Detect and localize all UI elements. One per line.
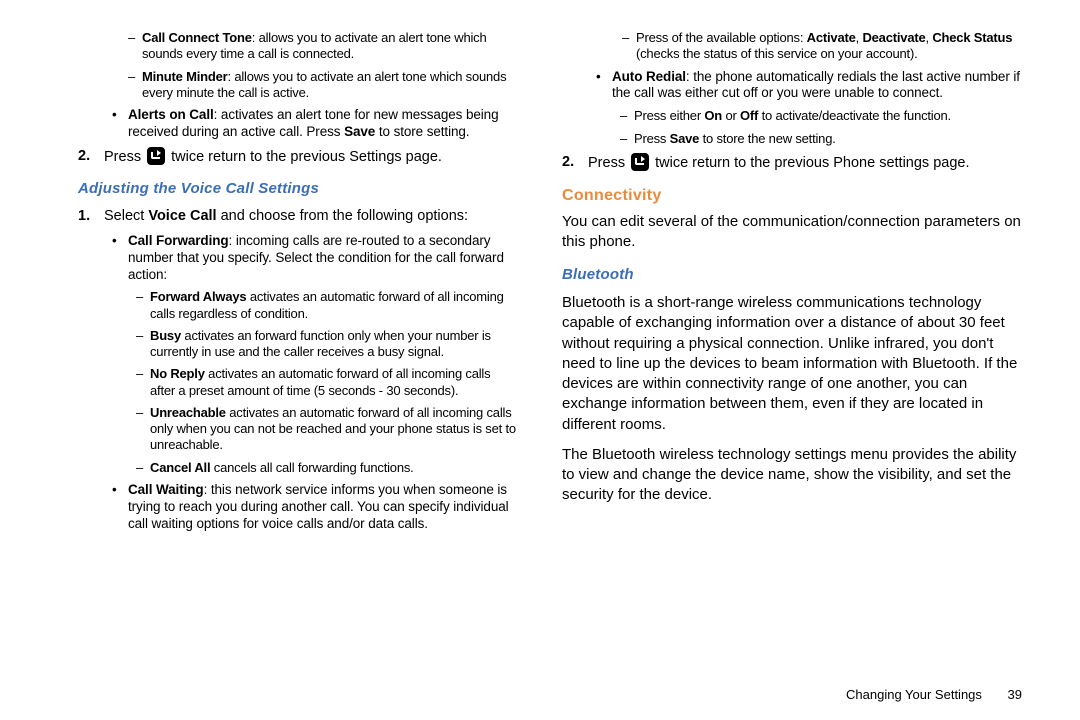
list-item: Alerts on Call: activates an alert tone … <box>112 107 518 141</box>
list-item: Busy activates an forward function only … <box>136 328 518 361</box>
list-item: Call Connect Tone: allows you to activat… <box>128 30 518 63</box>
page-footer: Changing Your Settings 39 <box>846 687 1022 702</box>
list-item: Call Waiting: this network service infor… <box>112 482 518 533</box>
tone-settings-list: Call Connect Tone: allows you to activat… <box>128 30 518 101</box>
call-forwarding-options: Forward Always activates an automatic fo… <box>136 289 518 476</box>
list-item: Forward Always activates an automatic fo… <box>136 289 518 322</box>
list-item: Press either On or Off to activate/deact… <box>620 108 1022 124</box>
heading-bluetooth: Bluetooth <box>562 266 1022 285</box>
back-key-icon <box>147 147 165 165</box>
list-item: Unreachable activates an automatic forwa… <box>136 405 518 454</box>
page-number: 39 <box>1008 687 1022 702</box>
list-item: 2. Press twice return to the previous Se… <box>78 147 518 166</box>
bluetooth-paragraph-1: Bluetooth is a short-range wireless comm… <box>562 293 1022 435</box>
auto-redial-bullet: Auto Redial: the phone automatically red… <box>596 69 1022 147</box>
list-item: 2. Press twice return to the previous Ph… <box>562 153 1022 172</box>
right-column: Press of the available options: Activate… <box>540 30 1040 710</box>
auto-redial-sub: Press either On or Off to activate/deact… <box>620 108 1022 147</box>
left-column: Call Connect Tone: allows you to activat… <box>40 30 540 710</box>
list-item: Cancel All cancels all call forwarding f… <box>136 460 518 476</box>
connectivity-paragraph: You can edit several of the communicatio… <box>562 212 1022 253</box>
step-2-settings: 2. Press twice return to the previous Se… <box>78 147 518 166</box>
bluetooth-paragraph-2: The Bluetooth wireless technology settin… <box>562 445 1022 506</box>
list-item: Minute Minder: allows you to activate an… <box>128 69 518 102</box>
list-item: No Reply activates an automatic forward … <box>136 366 518 399</box>
footer-section: Changing Your Settings <box>846 687 982 702</box>
list-item: Auto Redial: the phone automatically red… <box>596 69 1022 147</box>
list-item: Press Save to store the new setting. <box>620 131 1022 147</box>
heading-connectivity: Connectivity <box>562 186 1022 206</box>
back-key-icon <box>631 153 649 171</box>
list-item: Call Forwarding: incoming calls are re-r… <box>112 233 518 476</box>
manual-page: Call Connect Tone: allows you to activat… <box>0 0 1080 720</box>
service-options-list: Press of the available options: Activate… <box>622 30 1022 63</box>
step-1-voice-call: 1. Select Voice Call and choose from the… <box>78 207 518 533</box>
list-item: 1. Select Voice Call and choose from the… <box>78 207 518 533</box>
step-2-phone-settings: 2. Press twice return to the previous Ph… <box>562 153 1022 172</box>
alerts-bullet: Alerts on Call: activates an alert tone … <box>112 107 518 141</box>
voice-call-options: Call Forwarding: incoming calls are re-r… <box>112 233 518 533</box>
list-item: Press of the available options: Activate… <box>622 30 1022 63</box>
heading-voice-call: Adjusting the Voice Call Settings <box>78 180 518 199</box>
